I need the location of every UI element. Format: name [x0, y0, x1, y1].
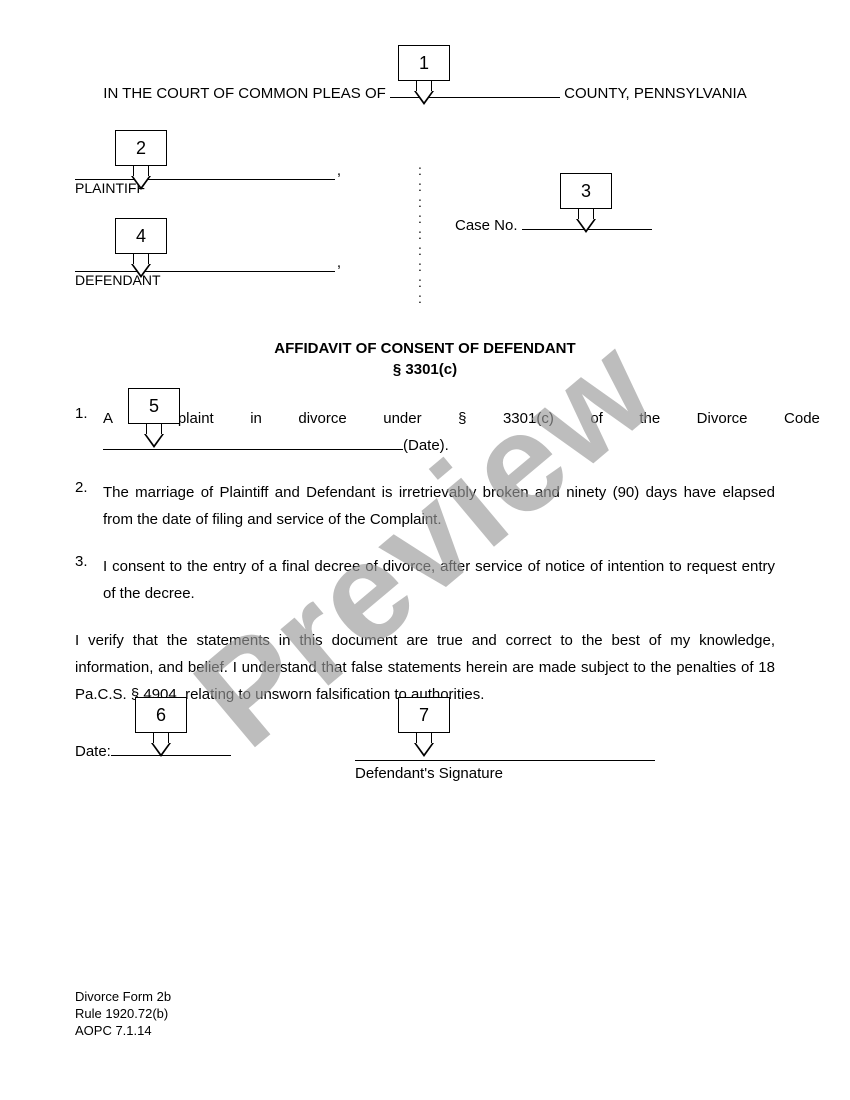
court-prefix: IN THE COURT OF COMMON PLEAS OF — [103, 85, 390, 102]
form-footer: Divorce Form 2b Rule 1920.72(b) AOPC 7.1… — [75, 989, 171, 1040]
callout-5: 5 — [128, 388, 180, 448]
p2-number: 2. — [75, 479, 103, 533]
case-no-label: Case No. — [455, 217, 522, 234]
p3-number: 3. — [75, 553, 103, 607]
signature-label: Defendant's Signature — [355, 765, 775, 782]
callout-4: 4 — [115, 218, 167, 278]
plaintiff-name-line[interactable] — [75, 162, 335, 180]
callout-7: 7 — [398, 697, 450, 757]
callout-2: 2 — [115, 130, 167, 190]
p1-text-b: (Date). — [403, 437, 449, 454]
p3-text: I consent to the entry of a final decree… — [103, 553, 775, 607]
p1-number: 1. — [75, 405, 103, 459]
paragraph-1: 1. A complaint in divorce under § 3301(c… — [75, 405, 775, 459]
callout-3: 3 — [560, 173, 612, 233]
case-caption: , PLAINTIFF , DEFENDANT ::::::::: Case N… — [75, 162, 775, 308]
p1-date-blank[interactable] — [103, 449, 403, 450]
callout-6: 6 — [135, 697, 187, 757]
defendant-name-line[interactable] — [75, 254, 335, 272]
p1-text-a: A complaint in divorce under § 3301(c) o… — [103, 410, 850, 427]
footer-line2: Rule 1920.72(b) — [75, 1006, 171, 1023]
date-label: Date: — [75, 743, 111, 760]
footer-line1: Divorce Form 2b — [75, 989, 171, 1006]
paragraph-3: 3. I consent to the entry of a final dec… — [75, 553, 775, 607]
court-suffix: COUNTY, PENNSYLVANIA — [560, 85, 747, 102]
title-line1: AFFIDAVIT OF CONSENT OF DEFENDANT — [75, 338, 775, 359]
footer-line3: AOPC 7.1.14 — [75, 1023, 171, 1040]
document-title: AFFIDAVIT OF CONSENT OF DEFENDANT § 3301… — [75, 338, 775, 380]
caption-separator: ::::::::: — [405, 162, 435, 308]
verification-paragraph: I verify that the statements in this doc… — [75, 627, 775, 708]
p2-text: The marriage of Plaintiff and Defendant … — [103, 479, 775, 533]
title-line2: § 3301(c) — [75, 359, 775, 380]
paragraph-2: 2. The marriage of Plaintiff and Defenda… — [75, 479, 775, 533]
callout-1: 1 — [398, 45, 450, 105]
